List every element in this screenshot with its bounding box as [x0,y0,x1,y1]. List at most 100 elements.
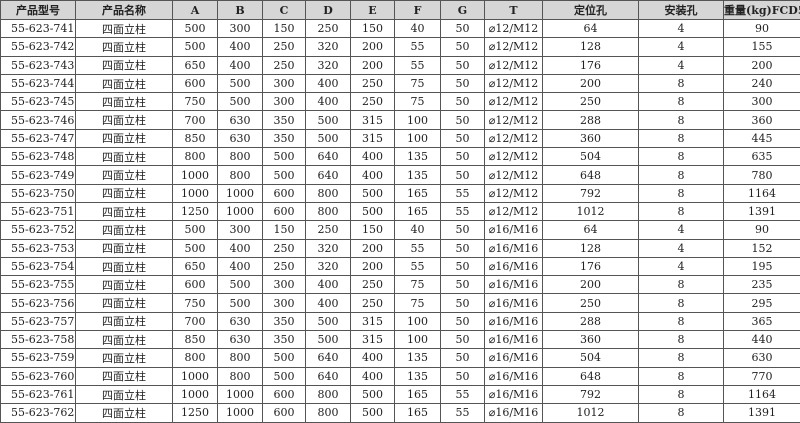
table-cell: 500 [217,92,263,112]
table-cell: 800 [217,366,263,386]
table-row: 55-623-748 四面立柱 800 800 500 640 400 135 50 ⌀12/M1… [0,147,800,167]
column-header: F [394,0,441,20]
table-cell: 四面立柱 [75,275,173,295]
table-cell: 150 [262,220,306,240]
table-cell: 500 [172,18,218,39]
table-cell: ⌀12/M12 [484,201,543,222]
table-cell: 500 [350,384,395,405]
table-cell: 8 [638,330,724,350]
table-cell: 500 [262,147,306,167]
table-cell: 288 [542,311,639,332]
table-cell: 152 [723,238,800,258]
table-cell: 250 [305,18,351,39]
table-cell: 8 [638,183,724,203]
table-cell: 800 [217,147,263,167]
table-cell: 640 [305,366,351,386]
table-cell: 64 [542,220,639,240]
table-cell: 55-623-758 [0,330,76,350]
table-cell: 55-623-752 [0,220,76,240]
table-cell: 四面立柱 [75,384,173,405]
table-cell: 64 [542,18,639,39]
table-cell: 135 [394,348,441,368]
table-cell: 50 [440,73,485,94]
table-cell: 300 [217,220,263,240]
table-cell: 55-623-757 [0,311,76,332]
table-cell: 100 [394,110,441,130]
table-cell: ⌀16/M16 [484,275,543,295]
table-cell: 315 [350,330,395,350]
table-cell: 8 [638,366,724,386]
table-row: 55-623-760 四面立柱 1000 800 500 640 400 135 50 ⌀16/M… [0,366,800,386]
table-cell: ⌀12/M12 [484,183,543,203]
table-cell: 640 [305,348,351,368]
table-cell: 650 [172,256,218,277]
table-cell: 630 [723,348,800,368]
table-cell: 55-623-747 [0,128,76,149]
table-cell: 1000 [172,183,218,203]
table-cell: 55 [394,238,441,258]
table-cell: 700 [172,311,218,332]
column-header: D [305,0,351,20]
table-row: 55-623-754 四面立柱 650 400 250 320 200 55 50 ⌀16/M16… [0,256,800,277]
table-cell: 500 [305,128,351,149]
table-cell: ⌀16/M16 [484,348,543,368]
table-cell: 850 [172,128,218,149]
table-cell: 1012 [542,403,639,423]
table-cell: 300 [262,92,306,112]
table-cell: 648 [542,366,639,386]
table-cell: 500 [305,311,351,332]
column-header: B [217,0,263,20]
table-cell: 4 [638,37,724,57]
table-cell: 50 [440,256,485,277]
column-header: A [172,0,218,20]
table-cell: 1164 [723,183,800,203]
table-row: 55-623-745 四面立柱 750 500 300 400 250 75 50 ⌀12/M12… [0,92,800,112]
table-cell: 50 [440,37,485,57]
table-cell: 400 [350,366,395,386]
table-cell: ⌀16/M16 [484,403,543,423]
table-cell: 150 [262,18,306,39]
table-cell: ⌀12/M12 [484,165,543,185]
table-cell: 1000 [172,165,218,185]
table-cell: 四面立柱 [75,238,173,258]
column-header: 产品名称 [75,0,173,20]
table-cell: 640 [305,165,351,185]
table-cell: 800 [172,147,218,167]
column-header: E [350,0,395,20]
table-cell: 四面立柱 [75,330,173,350]
table-cell: 100 [394,128,441,149]
table-cell: 320 [305,256,351,277]
table-cell: 400 [350,147,395,167]
table-cell: ⌀12/M12 [484,37,543,57]
table-cell: 1000 [217,384,263,405]
table-cell: 四面立柱 [75,311,173,332]
table-cell: ⌀12/M12 [484,73,543,94]
table-cell: 1000 [217,183,263,203]
table-cell: 128 [542,238,639,258]
table-cell: 770 [723,366,800,386]
table-cell: 55-623-760 [0,366,76,386]
table-cell: 250 [305,220,351,240]
table-cell: 400 [350,348,395,368]
table-cell: 135 [394,366,441,386]
table-cell: 500 [217,293,263,313]
table-cell: 504 [542,348,639,368]
table-cell: 40 [394,18,441,39]
table-cell: 630 [217,110,263,130]
table-cell: 600 [172,73,218,94]
table-cell: 4 [638,55,724,75]
table-cell: 四面立柱 [75,110,173,130]
table-cell: 1391 [723,201,800,222]
table-cell: 200 [350,37,395,57]
table-cell: 315 [350,311,395,332]
table-row: 55-623-749 四面立柱 1000 800 500 640 400 135 50 ⌀12/M… [0,165,800,185]
table-cell: 500 [262,165,306,185]
table-cell: 800 [305,403,351,423]
table-cell: 1164 [723,384,800,405]
table-row: 55-623-746 四面立柱 700 630 350 500 315 100 50 ⌀12/M1… [0,110,800,130]
table-cell: ⌀12/M12 [484,18,543,39]
table-cell: 150 [350,18,395,39]
table-cell: 四面立柱 [75,92,173,112]
table-cell: 195 [723,256,800,277]
